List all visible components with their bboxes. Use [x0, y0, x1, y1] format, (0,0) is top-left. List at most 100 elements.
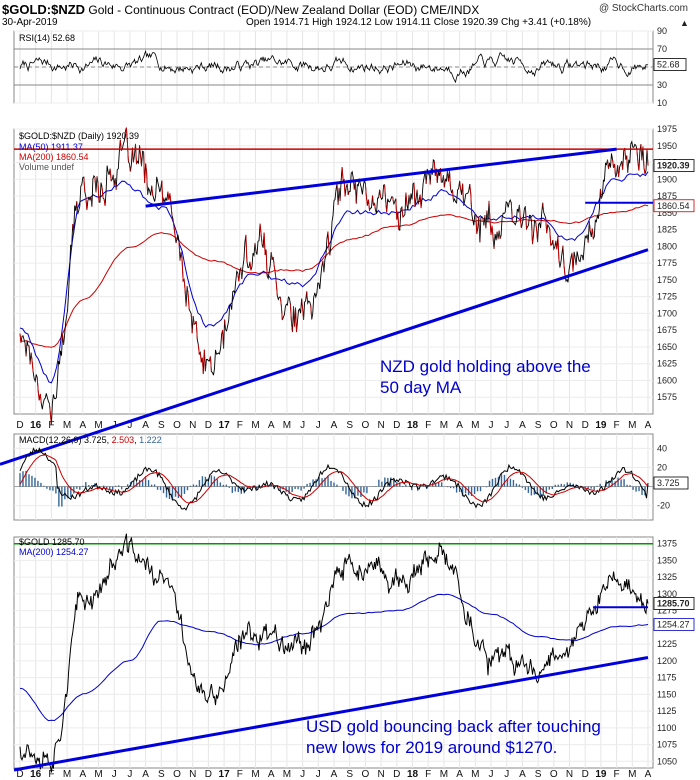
y-tick-label: 1900	[657, 174, 677, 184]
usd-annotation-line2: new lows for 2019 around $1270.	[306, 738, 557, 757]
x-tick-label: F	[237, 769, 243, 780]
down-day-segment	[139, 145, 141, 155]
x-tick-label: O	[173, 769, 181, 780]
x-tick-label: J	[489, 420, 494, 431]
x-tick-label: A	[142, 420, 149, 431]
gold-ma200-line	[19, 593, 649, 722]
down-day-segment	[96, 176, 99, 184]
y-tick-label: 1275	[657, 606, 677, 616]
macd-value-label: 3.725	[657, 478, 680, 488]
down-day-segment	[549, 229, 552, 246]
down-day-segment	[48, 403, 51, 414]
macd-signal-value: 2.503	[112, 435, 135, 445]
y-tick-label: 1125	[657, 706, 676, 716]
down-day-segment	[384, 184, 387, 202]
down-day-segment	[151, 185, 154, 195]
down-day-segment	[186, 286, 189, 294]
x-tick-label: M	[283, 769, 291, 780]
price-value-box	[653, 159, 695, 173]
down-day-segment	[624, 147, 627, 160]
nzd-annotation-line2: 50 day MA	[380, 378, 462, 397]
down-day-segment	[640, 144, 643, 161]
down-day-segment	[90, 196, 93, 207]
x-tick-label: M	[628, 769, 636, 780]
macd-value-box	[653, 476, 689, 490]
down-day-segment	[279, 297, 282, 306]
x-tick-label: M	[440, 769, 448, 780]
down-day-segment	[341, 167, 344, 181]
y-tick-label: 20	[657, 462, 667, 472]
down-day-segment	[181, 259, 184, 281]
x-tick-label: A	[268, 420, 275, 431]
down-day-segment	[545, 217, 548, 234]
down-day-segment	[449, 170, 451, 189]
down-day-segment	[31, 361, 34, 373]
down-day-segment	[397, 211, 400, 230]
down-day-segment	[643, 167, 646, 175]
y-tick-label: 1325	[657, 572, 677, 582]
x-tick-label: D	[205, 769, 212, 780]
nzd-annotation-line1: NZD gold holding above the	[380, 357, 591, 376]
down-day-segment	[475, 214, 478, 234]
down-day-segment	[273, 265, 276, 273]
x-tick-label: A	[456, 769, 463, 780]
down-day-segment	[452, 190, 454, 202]
x-tick-label: D	[205, 420, 212, 431]
macd-histogram-value: 1.222	[139, 435, 162, 445]
ma200-line	[19, 204, 649, 348]
down-day-segment	[433, 160, 436, 176]
gold-price-value-label: 1285.70	[657, 598, 690, 608]
down-day-segment	[272, 257, 275, 266]
down-day-segment	[187, 293, 190, 310]
down-day-segment	[270, 252, 273, 260]
y-tick-label: 1875	[657, 191, 677, 201]
down-day-segment	[367, 199, 370, 211]
x-tick-label: N	[377, 420, 384, 431]
x-tick-label: D	[582, 769, 589, 780]
down-day-segment	[224, 319, 227, 330]
y-tick-label: 1775	[657, 258, 677, 268]
down-day-segment	[274, 272, 277, 284]
gold-ma200-value-box	[653, 618, 695, 631]
down-day-segment	[195, 320, 198, 340]
down-day-segment	[488, 200, 491, 220]
ma50-legend: MA(50) 1911.37	[19, 142, 83, 152]
macd-legend-title: MACD(12,26,9)	[19, 435, 82, 445]
chart-date: 30-Apr-2019	[2, 17, 58, 28]
x-tick-label: J	[300, 420, 305, 431]
y-tick-label: 1950	[657, 141, 677, 151]
down-day-segment	[405, 192, 408, 205]
down-day-segment	[209, 356, 212, 372]
x-tick-label: M	[471, 769, 479, 780]
down-day-segment	[183, 279, 186, 291]
down-day-segment	[489, 219, 492, 235]
y-tick-label: 1050	[657, 756, 677, 766]
x-tick-label: 18	[407, 420, 419, 431]
down-day-segment	[245, 234, 248, 262]
down-day-segment	[301, 298, 304, 309]
gold-legend: $GOLD 1285.70	[19, 537, 85, 547]
down-day-segment	[555, 240, 558, 250]
y-tick-label: 1150	[657, 689, 676, 699]
x-tick-label: M	[63, 420, 71, 431]
down-day-segment	[263, 232, 266, 255]
down-day-segment	[442, 175, 445, 188]
down-day-segment	[190, 313, 193, 334]
down-day-segment	[259, 223, 262, 235]
down-day-segment	[170, 202, 173, 216]
down-day-segment	[30, 352, 33, 362]
down-day-segment	[109, 168, 112, 181]
x-tick-label: F	[614, 420, 620, 431]
down-day-segment	[518, 204, 521, 220]
x-tick-label: A	[79, 420, 86, 431]
up-arrow-icon: ▲	[680, 18, 689, 28]
down-day-segment	[131, 147, 134, 163]
x-tick-label: F	[237, 420, 243, 431]
down-day-segment	[169, 193, 172, 203]
y-tick-label: 1375	[657, 539, 677, 549]
down-day-segment	[135, 143, 137, 165]
down-day-segment	[557, 235, 560, 260]
y-tick-label: 1825	[657, 225, 677, 235]
y-tick-label: 40	[657, 443, 667, 453]
down-day-segment	[372, 195, 374, 206]
